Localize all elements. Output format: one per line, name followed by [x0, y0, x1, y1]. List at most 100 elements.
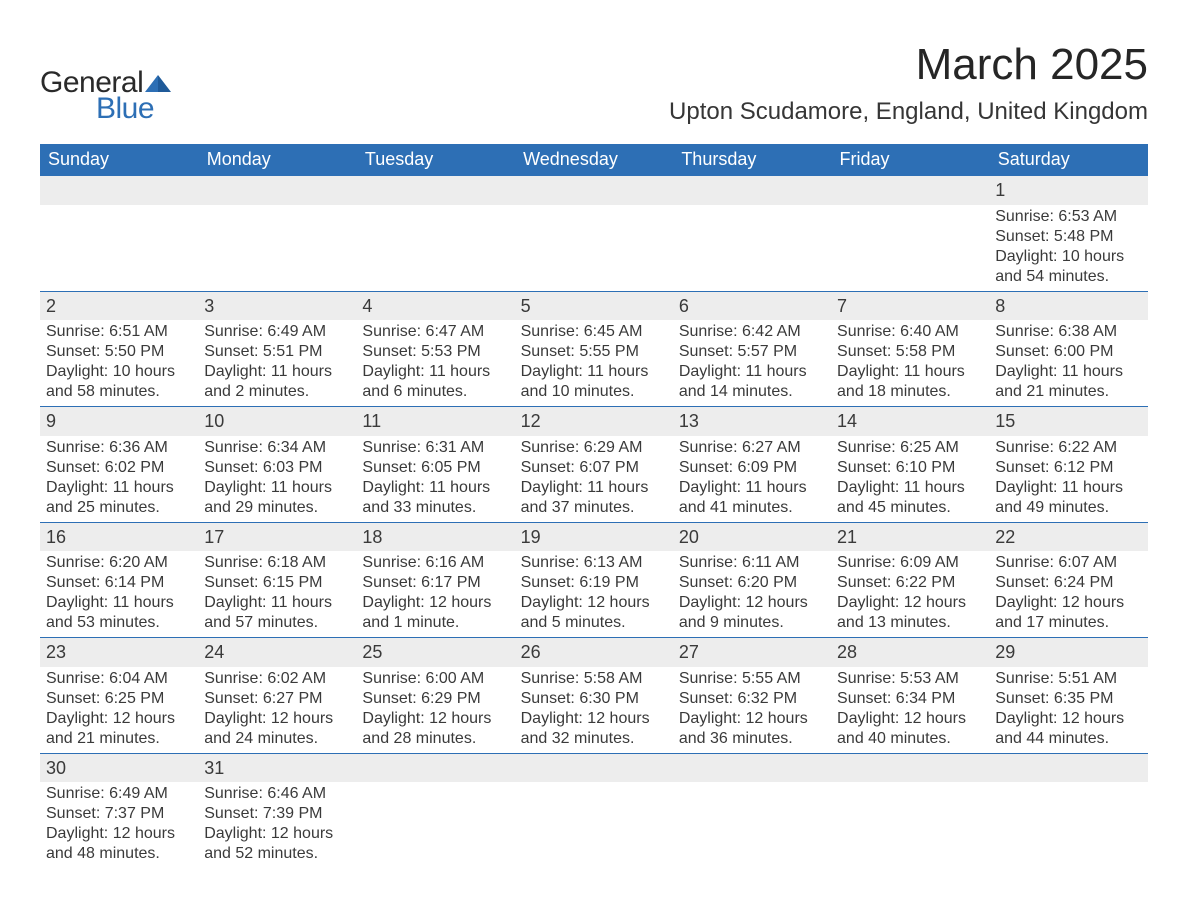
day-number-cell: 5: [515, 291, 673, 320]
day-detail-cell: Sunrise: 6:42 AMSunset: 5:57 PMDaylight:…: [673, 320, 831, 407]
day-number-cell: [673, 753, 831, 782]
day-detail-cell: [515, 205, 673, 292]
day-number-cell: [40, 176, 198, 205]
day-number-cell: 27: [673, 638, 831, 667]
day-number-cell: 14: [831, 407, 989, 436]
sunset-text: Sunset: 5:57 PM: [679, 342, 825, 362]
sunset-text: Sunset: 6:32 PM: [679, 689, 825, 709]
day-detail-cell: Sunrise: 6:25 AMSunset: 6:10 PMDaylight:…: [831, 436, 989, 523]
weekday-header: Monday: [198, 144, 356, 176]
detail-row: Sunrise: 6:04 AMSunset: 6:25 PMDaylight:…: [40, 667, 1148, 754]
daylight-text: and 52 minutes.: [204, 844, 350, 864]
daylight-text: Daylight: 11 hours: [679, 362, 825, 382]
daylight-text: Daylight: 12 hours: [204, 709, 350, 729]
day-number-cell: 2: [40, 291, 198, 320]
sunset-text: Sunset: 6:27 PM: [204, 689, 350, 709]
daynum-row: 2345678: [40, 291, 1148, 320]
daynum-row: 1: [40, 176, 1148, 205]
day-detail-cell: Sunrise: 6:51 AMSunset: 5:50 PMDaylight:…: [40, 320, 198, 407]
day-detail-cell: Sunrise: 6:16 AMSunset: 6:17 PMDaylight:…: [356, 551, 514, 638]
day-detail-cell: Sunrise: 5:53 AMSunset: 6:34 PMDaylight:…: [831, 667, 989, 754]
day-detail-cell: [673, 782, 831, 868]
day-detail-cell: Sunrise: 6:47 AMSunset: 5:53 PMDaylight:…: [356, 320, 514, 407]
daylight-text: Daylight: 11 hours: [679, 478, 825, 498]
day-number-cell: 1: [989, 176, 1147, 205]
sunset-text: Sunset: 6:10 PM: [837, 458, 983, 478]
sunrise-text: Sunrise: 6:47 AM: [362, 322, 508, 342]
day-number-cell: [356, 176, 514, 205]
daylight-text: Daylight: 11 hours: [204, 362, 350, 382]
daylight-text: Daylight: 11 hours: [204, 593, 350, 613]
sunset-text: Sunset: 6:02 PM: [46, 458, 192, 478]
daylight-text: and 21 minutes.: [995, 382, 1141, 402]
day-detail-cell: Sunrise: 6:34 AMSunset: 6:03 PMDaylight:…: [198, 436, 356, 523]
sunset-text: Sunset: 6:34 PM: [837, 689, 983, 709]
calendar-table: Sunday Monday Tuesday Wednesday Thursday…: [40, 144, 1148, 868]
sunset-text: Sunset: 5:58 PM: [837, 342, 983, 362]
weekday-header: Wednesday: [515, 144, 673, 176]
daylight-text: Daylight: 12 hours: [46, 709, 192, 729]
daylight-text: Daylight: 11 hours: [204, 478, 350, 498]
daylight-text: Daylight: 12 hours: [679, 593, 825, 613]
day-detail-cell: Sunrise: 6:13 AMSunset: 6:19 PMDaylight:…: [515, 551, 673, 638]
sunrise-text: Sunrise: 6:04 AM: [46, 669, 192, 689]
location-subtitle: Upton Scudamore, England, United Kingdom: [669, 98, 1148, 126]
day-number-cell: 13: [673, 407, 831, 436]
weekday-header: Saturday: [989, 144, 1147, 176]
sunrise-text: Sunrise: 6:45 AM: [521, 322, 667, 342]
daylight-text: Daylight: 12 hours: [46, 824, 192, 844]
daynum-row: 9101112131415: [40, 407, 1148, 436]
sunset-text: Sunset: 5:48 PM: [995, 227, 1141, 247]
daylight-text: Daylight: 12 hours: [995, 709, 1141, 729]
day-number-cell: 12: [515, 407, 673, 436]
daylight-text: and 28 minutes.: [362, 729, 508, 749]
sunset-text: Sunset: 6:25 PM: [46, 689, 192, 709]
sunrise-text: Sunrise: 6:22 AM: [995, 438, 1141, 458]
day-detail-cell: Sunrise: 6:53 AMSunset: 5:48 PMDaylight:…: [989, 205, 1147, 292]
daylight-text: and 17 minutes.: [995, 613, 1141, 633]
day-detail-cell: Sunrise: 6:04 AMSunset: 6:25 PMDaylight:…: [40, 667, 198, 754]
month-title: March 2025: [669, 40, 1148, 90]
weekday-header: Thursday: [673, 144, 831, 176]
day-number-cell: 8: [989, 291, 1147, 320]
sunrise-text: Sunrise: 6:29 AM: [521, 438, 667, 458]
day-detail-cell: [356, 782, 514, 868]
sunset-text: Sunset: 6:12 PM: [995, 458, 1141, 478]
sunrise-text: Sunrise: 6:25 AM: [837, 438, 983, 458]
day-detail-cell: Sunrise: 6:45 AMSunset: 5:55 PMDaylight:…: [515, 320, 673, 407]
day-detail-cell: Sunrise: 6:40 AMSunset: 5:58 PMDaylight:…: [831, 320, 989, 407]
sunrise-text: Sunrise: 6:27 AM: [679, 438, 825, 458]
day-detail-cell: Sunrise: 6:18 AMSunset: 6:15 PMDaylight:…: [198, 551, 356, 638]
day-number-cell: 28: [831, 638, 989, 667]
day-number-cell: 17: [198, 522, 356, 551]
day-number-cell: [356, 753, 514, 782]
sunrise-text: Sunrise: 6:34 AM: [204, 438, 350, 458]
daylight-text: and 18 minutes.: [837, 382, 983, 402]
day-number-cell: 10: [198, 407, 356, 436]
daylight-text: and 57 minutes.: [204, 613, 350, 633]
sunset-text: Sunset: 6:30 PM: [521, 689, 667, 709]
sunrise-text: Sunrise: 6:31 AM: [362, 438, 508, 458]
day-detail-cell: Sunrise: 5:51 AMSunset: 6:35 PMDaylight:…: [989, 667, 1147, 754]
daylight-text: Daylight: 12 hours: [837, 709, 983, 729]
sunrise-text: Sunrise: 6:42 AM: [679, 322, 825, 342]
sunset-text: Sunset: 6:00 PM: [995, 342, 1141, 362]
day-number-cell: 19: [515, 522, 673, 551]
daylight-text: Daylight: 12 hours: [362, 593, 508, 613]
sunset-text: Sunset: 5:51 PM: [204, 342, 350, 362]
detail-row: Sunrise: 6:49 AMSunset: 7:37 PMDaylight:…: [40, 782, 1148, 868]
day-detail-cell: Sunrise: 6:46 AMSunset: 7:39 PMDaylight:…: [198, 782, 356, 868]
detail-row: Sunrise: 6:20 AMSunset: 6:14 PMDaylight:…: [40, 551, 1148, 638]
daylight-text: and 24 minutes.: [204, 729, 350, 749]
day-number-cell: 22: [989, 522, 1147, 551]
day-detail-cell: [198, 205, 356, 292]
sunrise-text: Sunrise: 6:46 AM: [204, 784, 350, 804]
daylight-text: and 48 minutes.: [46, 844, 192, 864]
daylight-text: Daylight: 11 hours: [521, 362, 667, 382]
detail-row: Sunrise: 6:53 AMSunset: 5:48 PMDaylight:…: [40, 205, 1148, 292]
sunrise-text: Sunrise: 5:51 AM: [995, 669, 1141, 689]
sunrise-text: Sunrise: 6:53 AM: [995, 207, 1141, 227]
sunset-text: Sunset: 6:03 PM: [204, 458, 350, 478]
day-number-cell: 23: [40, 638, 198, 667]
day-number-cell: 21: [831, 522, 989, 551]
